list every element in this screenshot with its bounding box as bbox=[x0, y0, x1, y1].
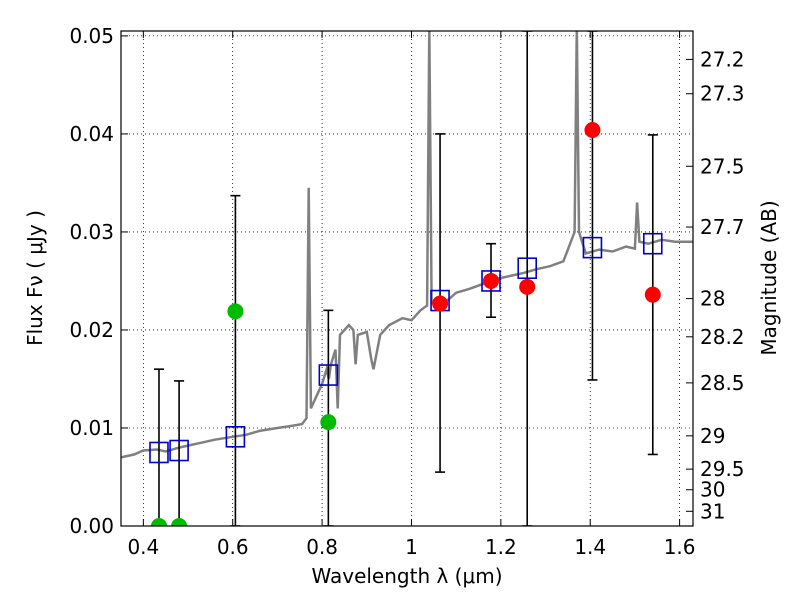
magnitude-tick-label: 28.5 bbox=[700, 371, 745, 395]
magnitude-tick-label: 30 bbox=[700, 478, 725, 502]
model-flux-square bbox=[169, 439, 189, 462]
acs-observed-point bbox=[150, 518, 167, 526]
magnitude-tick-label: 27.5 bbox=[700, 154, 745, 178]
magnitude-tick-label: 29.5 bbox=[700, 457, 745, 481]
model-flux-square bbox=[225, 426, 246, 448]
x-tick-label: 0.6 bbox=[217, 535, 249, 559]
wfc3-observed-point bbox=[519, 278, 536, 295]
observed-points bbox=[150, 122, 661, 526]
wfc3-observed-point bbox=[432, 295, 449, 312]
magnitude-tick-label: 29 bbox=[700, 424, 725, 448]
model-flux-markers bbox=[149, 232, 663, 464]
x-tick-label: 1 bbox=[405, 535, 418, 559]
wfc3-observed-point bbox=[644, 286, 661, 303]
magnitude-tick-label: 28 bbox=[700, 287, 725, 311]
magnitude-tick-label: 31 bbox=[700, 499, 725, 523]
model-flux-square bbox=[149, 441, 169, 464]
model-flux-square bbox=[481, 270, 501, 292]
model-flux-square bbox=[642, 232, 663, 255]
magnitude-tick-label: 28.2 bbox=[700, 325, 745, 349]
y-tick-label: 0.04 bbox=[69, 122, 114, 146]
y-tick-label: 0.01 bbox=[69, 416, 114, 440]
wfc3-observed-point bbox=[483, 272, 500, 289]
x-tick-label: 0.8 bbox=[306, 535, 338, 559]
magnitude-tick-label: 27.2 bbox=[700, 47, 745, 71]
magnitude-axis-label: Magnitude (AB) bbox=[757, 200, 781, 355]
plot-frame bbox=[120, 30, 694, 527]
acs-observed-point bbox=[171, 518, 188, 526]
wfc3-observed-point bbox=[584, 122, 601, 138]
y-tick-label: 0.05 bbox=[69, 24, 114, 48]
x-axis-label: Wavelength λ (μm) bbox=[311, 564, 502, 588]
y-tick-label: 0.02 bbox=[69, 318, 114, 342]
magnitude-tick-label: 27.7 bbox=[700, 215, 745, 239]
model-flux-square bbox=[318, 364, 339, 386]
y-axis-label: Flux Fν ( μJy ) bbox=[23, 210, 47, 346]
y-axis-ticks: 0.00 0.01 0.02 0.03 0.04 0.05 bbox=[69, 24, 128, 538]
y-tick-label: 0.03 bbox=[69, 220, 114, 244]
magnitude-tick-label: 27.3 bbox=[700, 82, 745, 106]
x-axis-ticks: 0.4 0.6 0.8 1 1.2 1.4 1.6 bbox=[127, 31, 696, 559]
x-tick-label: 1.2 bbox=[485, 535, 517, 559]
x-tick-label: 1.6 bbox=[664, 535, 696, 559]
plot-area bbox=[121, 31, 693, 526]
model-flux-square bbox=[582, 236, 603, 259]
y-tick-label: 0.00 bbox=[69, 514, 114, 538]
acs-observed-point bbox=[227, 303, 244, 320]
x-tick-label: 0.4 bbox=[127, 535, 159, 559]
x-tick-label: 1.4 bbox=[574, 535, 606, 559]
model-spectrum-line bbox=[121, 31, 693, 459]
acs-observed-point bbox=[320, 414, 337, 431]
model-flux-square bbox=[517, 257, 538, 280]
